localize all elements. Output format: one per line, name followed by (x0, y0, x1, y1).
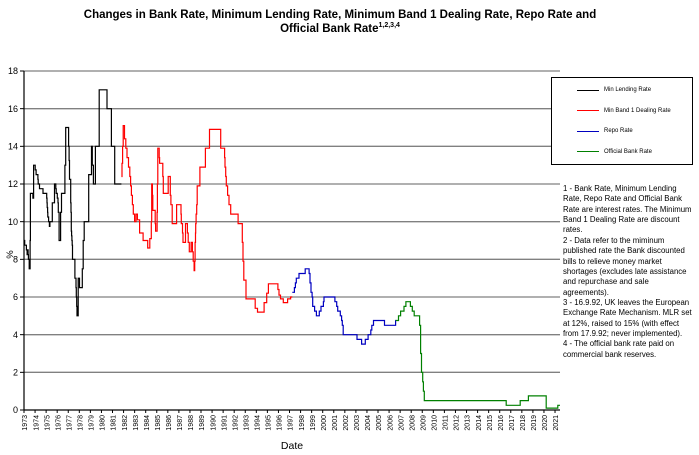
x-tick-label: 1975 (44, 415, 51, 431)
x-tick-label: 2014 (476, 415, 483, 431)
x-tick-label: 1996 (277, 415, 284, 431)
x-tick-label: 1997 (288, 415, 295, 431)
x-tick-label: 1994 (255, 415, 262, 431)
series-line-min-lending-rate (24, 89, 122, 317)
y-tick-label: 2 (13, 368, 18, 378)
y-tick-label: 4 (13, 330, 18, 340)
x-tick-label: 1992 (232, 415, 239, 431)
footnote-1: 1 - Bank Rate, Minimum Lending Rate, Rep… (563, 184, 692, 235)
y-tick-label: 10 (8, 217, 18, 227)
x-tick-label: 1987 (177, 415, 184, 431)
y-tick-label: 16 (8, 104, 18, 114)
legend-label: Min Lending Rate (604, 87, 652, 94)
x-tick-label: 2020 (542, 415, 549, 431)
x-tick-label: 2008 (409, 415, 416, 431)
x-tick-label: 2010 (432, 415, 439, 431)
y-tick-label: 8 (13, 255, 18, 265)
x-tick-label: 1991 (221, 415, 228, 431)
x-tick-label: 1983 (133, 415, 140, 431)
legend-item-min-lending-rate: Min Lending Rate (552, 87, 692, 93)
x-tick-label: 1989 (199, 415, 206, 431)
x-tick-label: 2018 (520, 415, 527, 431)
x-tick-label: 1976 (55, 415, 62, 431)
x-tick-label: 1986 (166, 415, 173, 431)
x-tick-label: 1978 (78, 415, 85, 431)
legend-label: Repo Rate (604, 128, 633, 135)
x-tick-label: 2013 (465, 415, 472, 431)
x-tick-label: 2019 (531, 415, 538, 431)
series-line-repo-rate (292, 268, 397, 345)
footnote-2: 2 - Data refer to the miminum published … (563, 235, 687, 297)
x-tick-label: 2021 (553, 415, 560, 431)
x-tick-label: 2016 (498, 415, 505, 431)
x-tick-label: 1993 (243, 415, 250, 431)
x-tick-label: 2005 (376, 415, 383, 431)
x-tick-label: 1977 (66, 415, 73, 431)
series-line-min-band-1-dealing-rate (121, 125, 293, 313)
legend-box: Min Lending Rate Min Band 1 Dealing Rate… (551, 77, 693, 165)
x-tick-label: 2006 (387, 415, 394, 431)
x-tick-label: 2015 (487, 415, 494, 431)
x-tick-label: 1995 (266, 415, 273, 431)
x-tick-label: 1990 (210, 415, 217, 431)
x-tick-label: 1985 (155, 415, 162, 431)
x-tick-label: 2012 (454, 415, 461, 431)
legend-item-min-band1-dealing-rate: Min Band 1 Dealing Rate (552, 108, 692, 114)
footnotes: 1 - Bank Rate, Minimum Lending Rate, Rep… (563, 184, 693, 360)
x-tick-label: 2001 (332, 415, 339, 431)
x-tick-label: 1973 (22, 415, 29, 431)
x-tick-label: 1974 (33, 415, 40, 431)
chart-title: Changes in Bank Rate, Minimum Lending Ra… (10, 8, 670, 37)
x-tick-label: 1999 (310, 415, 317, 431)
y-axis-label-percent: % (5, 250, 16, 259)
series-line-official-bank-rate (395, 301, 560, 409)
x-tick-label: 2007 (398, 415, 405, 431)
x-tick-label: 1981 (111, 415, 118, 431)
legend-item-repo-rate: Repo Rate (552, 128, 692, 134)
legend-line-sample-black (577, 89, 599, 91)
y-tick-label: 0 (13, 405, 18, 415)
x-axis-label-date: Date (281, 440, 303, 452)
x-tick-label: 2000 (321, 415, 328, 431)
footnote-3: 3 - 16.9.92, UK leaves the European Exch… (563, 297, 692, 339)
x-tick-label: 2003 (354, 415, 361, 431)
x-tick-label: 1982 (122, 415, 129, 431)
x-tick-label: 1984 (144, 415, 151, 431)
x-tick-label: 2017 (509, 415, 516, 431)
y-tick-label: 14 (8, 142, 18, 152)
x-tick-label: 1998 (299, 415, 306, 431)
x-tick-label: 2002 (343, 415, 350, 431)
legend-line-sample-green (577, 151, 599, 153)
legend-label: Official Bank Rate (604, 148, 652, 155)
y-tick-label: 6 (13, 292, 18, 302)
x-tick-label: 2009 (420, 415, 427, 431)
x-tick-label: 2004 (365, 415, 372, 431)
chart-title-line1: Changes in Bank Rate, Minimum Lending Ra… (83, 9, 597, 21)
legend-line-sample-blue (577, 130, 599, 132)
x-tick-label: 1988 (188, 415, 195, 431)
chart-title-superscript: 1,2,3,4 (378, 22, 400, 30)
x-tick-label: 2011 (443, 415, 450, 430)
legend-line-sample-red (577, 110, 599, 112)
x-tick-label: 1980 (100, 415, 107, 431)
chart-title-line2: Official Bank Rate (280, 23, 379, 36)
x-tick-label: 1979 (89, 415, 96, 431)
legend-label: Min Band 1 Dealing Rate (604, 107, 671, 114)
legend-item-official-bank-rate: Official Bank Rate (552, 149, 692, 155)
footnote-4: 4 - The official bank rate paid on comme… (563, 339, 675, 359)
y-tick-label: 12 (8, 179, 18, 189)
y-tick-label: 18 (8, 66, 18, 76)
